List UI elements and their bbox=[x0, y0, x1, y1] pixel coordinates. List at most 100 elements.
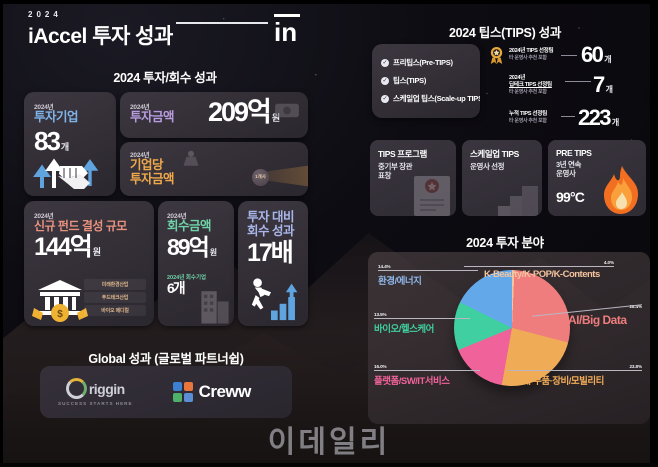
tips-stat-line1b: 딥테크 TIPS 선정팀 bbox=[509, 81, 552, 88]
tips-stat-value: 223 bbox=[578, 105, 612, 130]
top-letterbox bbox=[0, 0, 658, 4]
pie-label: 환경/에너지 bbox=[378, 276, 422, 287]
recovery-sub-label: 2024년 회수기업 bbox=[167, 275, 207, 281]
card-new-fund: 2024년 신규 펀드 결성 규모 144억 원 $ 미래환경산업 푸드테크산업… bbox=[24, 201, 154, 326]
section-title-global: Global 성과 (글로벌 파트너쉽) bbox=[88, 352, 244, 366]
card-label: 신규 펀드 결성 규모 bbox=[34, 219, 127, 233]
partner-name: Creww bbox=[198, 382, 252, 401]
logo-text: in bbox=[274, 17, 298, 47]
card-invested-companies: 2024년 투자기업 83 개 bbox=[24, 92, 116, 196]
funnel-small-bubble: 1개사 bbox=[252, 169, 269, 186]
medal-icon bbox=[490, 46, 503, 64]
award-certificate-icon bbox=[414, 176, 450, 216]
card-label-line2: 투자금액 bbox=[130, 171, 175, 186]
page-title: iAccel 투자 성과 bbox=[28, 25, 173, 48]
card-year: 2024년 bbox=[34, 213, 54, 220]
fund-list: 미래환경산업 푸드테크산업 바이오 메디컬 bbox=[84, 279, 146, 318]
award-head: PRE TIPS bbox=[556, 148, 592, 158]
tips-stat-row-selected-2024: 2024년 TIPS 선정팀 타 운영사 추천 포함 60 개 bbox=[488, 44, 648, 66]
iaccel-logo: in bbox=[274, 14, 300, 45]
partner-name: riggin bbox=[88, 380, 125, 397]
partner-creww: Creww bbox=[172, 382, 252, 402]
section-title-investment: 2024 투자/회수 성과 bbox=[113, 71, 217, 85]
card-value: 83 bbox=[34, 125, 61, 156]
card-label: 투자금액 bbox=[130, 110, 175, 124]
building-icon bbox=[201, 291, 229, 324]
tips-stat-unit: 개 bbox=[604, 55, 612, 64]
award-head: 스케일업 TIPS bbox=[470, 149, 519, 159]
pie-callout-bio: 13.5% 바이오/헬스케어 bbox=[374, 312, 470, 335]
partner-riggin: riggin SUCCESS STARTS HERE bbox=[58, 378, 133, 406]
tips-stat-label: 2024년 딥테크 TIPS 선정팀 타 운영사 추천 포함 bbox=[509, 75, 563, 95]
pie-callout-kbeauty: 4.0% K-Beauty/K-POP/K-Contents bbox=[464, 260, 614, 280]
tips-stat-line2: 타 운영사 추천 포함 bbox=[509, 88, 547, 95]
award-sub: 3년 연속 운영사 bbox=[556, 160, 581, 179]
lead-line bbox=[561, 54, 577, 56]
handshake-arrows-icon bbox=[33, 158, 99, 189]
lead-line bbox=[378, 270, 478, 271]
card-label-line1: 투자 대비 bbox=[247, 210, 294, 224]
tips-stat-row-cumulative: 누적 TIPS 선정팀 타 운영사 추천 포함 223 개 bbox=[488, 107, 648, 129]
partner-tagline: SUCCESS STARTS HERE bbox=[58, 401, 133, 406]
card-unit: 원 bbox=[92, 246, 101, 257]
tips-program-item: ✓ 스케일업 팁스(Scale-up TIPS) bbox=[381, 93, 480, 104]
card-unit: 개 bbox=[60, 141, 69, 152]
header-rule bbox=[176, 22, 268, 24]
card-award-scaleup-tips: 스케일업 TIPS 운영사 선정 bbox=[462, 140, 542, 216]
creww-grid-icon bbox=[172, 382, 193, 402]
left-letterbox bbox=[0, 0, 3, 467]
flame-icon bbox=[604, 166, 638, 214]
check-icon: ✓ bbox=[381, 58, 389, 67]
stairs-icon bbox=[498, 186, 538, 216]
pie-label: 소재·부품·장비/모빌리티 bbox=[514, 376, 604, 387]
person-stairs-growth-icon bbox=[251, 278, 298, 321]
funnel-visual: 1개사 기업당 8억원 bbox=[246, 156, 308, 196]
section-title-tips: 2024 팁스(TIPS) 성과 bbox=[448, 26, 562, 40]
check-icon: ✓ bbox=[381, 76, 389, 85]
pie-pct: 14.4% bbox=[378, 264, 391, 269]
lead-line bbox=[561, 115, 575, 117]
card-unit: 원 bbox=[271, 113, 280, 123]
card-global-partners: riggin SUCCESS STARTS HERE Creww bbox=[40, 366, 292, 418]
pie-label: 플랫폼/SW/IT서비스 bbox=[374, 376, 450, 387]
tips-stat-label: 누적 TIPS 선정팀 타 운영사 추천 포함 bbox=[509, 111, 559, 124]
card-value: 209억 bbox=[208, 97, 272, 127]
pie-callout-energy: 14.4% 환경/에너지 bbox=[378, 264, 478, 287]
tips-program-label: 프리팁스(Pre-TIPS) bbox=[393, 58, 453, 67]
lead-line bbox=[565, 80, 591, 82]
card-tips-programs: ✓ 프리팁스(Pre-TIPS) ✓ 팁스(TIPS) ✓ 스케일업 팁스(Sc… bbox=[372, 44, 480, 118]
fund-item: 미래환경산업 bbox=[84, 279, 146, 290]
fund-item: 바이오 메디컬 bbox=[84, 305, 146, 316]
recovery-sub-value: 6개 bbox=[167, 280, 186, 296]
card-year: 2024년 bbox=[130, 104, 150, 111]
pie-chart bbox=[454, 270, 570, 386]
card-value: 17배 bbox=[247, 239, 294, 267]
card-label-line1: 기업당 bbox=[130, 158, 164, 172]
card-year: 2024년 bbox=[167, 213, 187, 220]
tips-stat-label: 2024년 TIPS 선정팀 타 운영사 추천 포함 bbox=[509, 48, 559, 61]
card-value: 89억 bbox=[167, 233, 210, 260]
card-invest-amount: 2024년 투자금액 209억 원 bbox=[120, 92, 308, 138]
card-year: 2024년 bbox=[34, 104, 54, 111]
card-award-tips-program: TIPS 프로그램 중기부 장관 표창 bbox=[370, 140, 456, 216]
tips-stat-unit: 개 bbox=[605, 85, 614, 94]
card-award-pre-tips: PRE TIPS 3년 연속 운영사 99°C bbox=[548, 140, 646, 216]
pie-pct: 28.4% bbox=[629, 304, 642, 309]
banknote-icon bbox=[275, 103, 299, 118]
award-head: TIPS 프로그램 bbox=[378, 149, 427, 159]
pie-callout-platform: 16.0% 플랫폼/SW/IT서비스 bbox=[374, 364, 480, 387]
card-year: 2024년 bbox=[130, 152, 150, 159]
tips-program-item: ✓ 팁스(TIPS) bbox=[381, 75, 480, 86]
logo-bar-icon bbox=[274, 14, 300, 17]
pie-chart-card: 4.0% K-Beauty/K-POP/K-Contents 28.4% AI/… bbox=[368, 252, 650, 424]
tips-stat-value: 7 bbox=[593, 72, 605, 97]
tips-stat-line2: 타 운영사 추천 포함 bbox=[509, 55, 547, 62]
bank-coins-icon: $ bbox=[32, 280, 88, 322]
lead-line bbox=[374, 318, 470, 319]
tips-stat-line1: 누적 TIPS 선정팀 bbox=[509, 111, 547, 118]
header-year: 2024 bbox=[28, 10, 62, 19]
pie-pct: 4.0% bbox=[603, 260, 614, 265]
tips-program-label: 스케일업 팁스(Scale-up TIPS) bbox=[393, 94, 480, 103]
tips-program-label: 팁스(TIPS) bbox=[393, 76, 427, 85]
tips-stat-value: 60 bbox=[581, 42, 604, 67]
